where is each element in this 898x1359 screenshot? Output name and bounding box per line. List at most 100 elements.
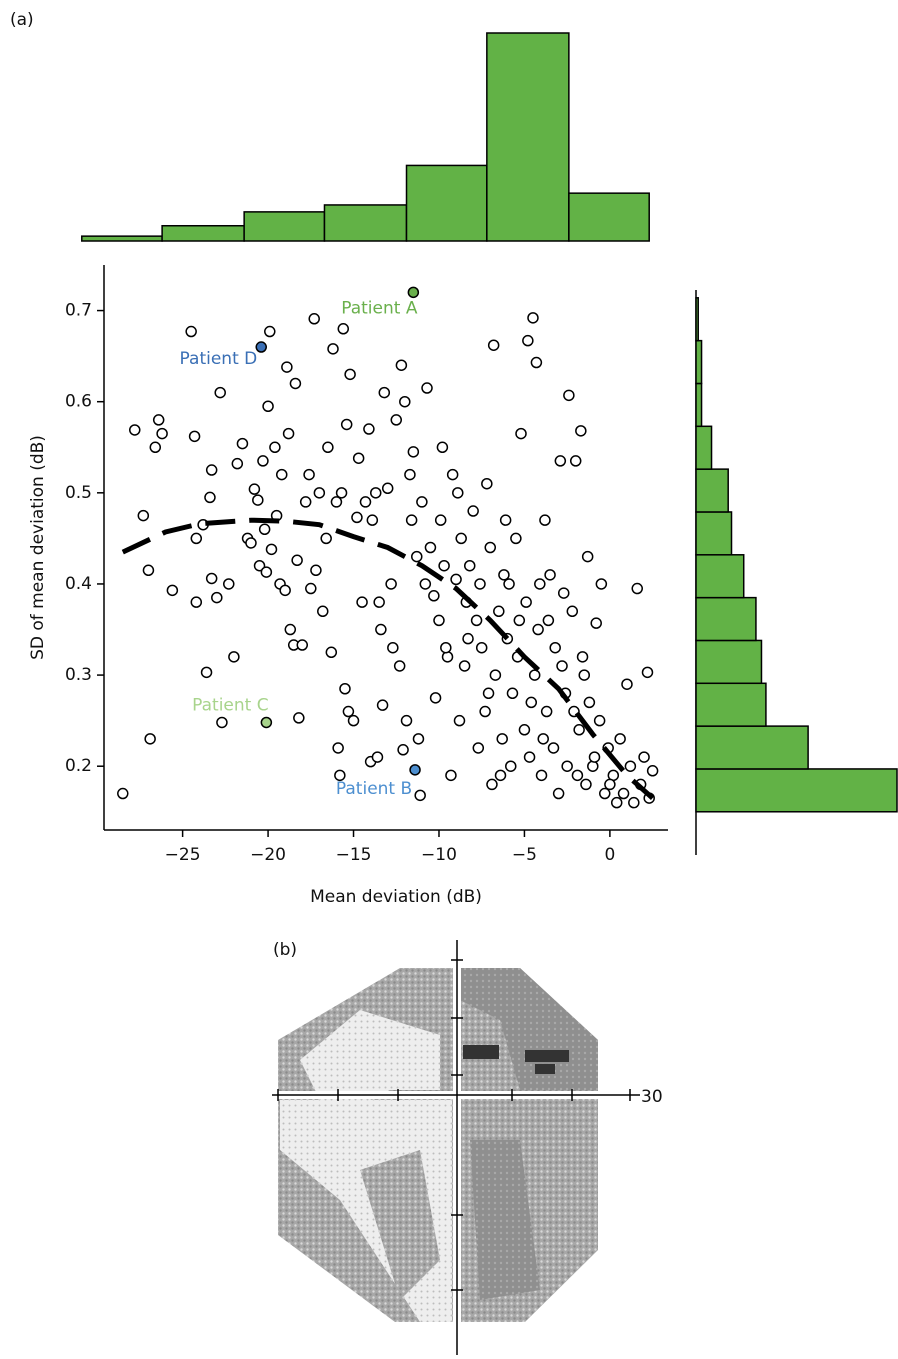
data-point xyxy=(246,538,256,548)
patient-label: Patient B xyxy=(336,779,412,799)
data-point xyxy=(323,442,333,452)
data-point xyxy=(632,584,642,594)
data-point xyxy=(130,425,140,435)
data-point xyxy=(543,615,553,625)
data-point xyxy=(454,716,464,726)
data-point xyxy=(605,779,615,789)
histogram-bar xyxy=(696,683,766,726)
data-point xyxy=(280,585,290,595)
data-point xyxy=(581,779,591,789)
data-point xyxy=(584,697,594,707)
data-point xyxy=(118,789,128,799)
data-point xyxy=(567,606,577,616)
data-point xyxy=(265,327,275,337)
data-point xyxy=(456,533,466,543)
histogram-bar xyxy=(696,598,756,641)
histogram-bar xyxy=(696,383,702,426)
data-point xyxy=(629,798,639,808)
data-point xyxy=(292,555,302,565)
data-point xyxy=(535,579,545,589)
data-point xyxy=(648,766,658,776)
data-point xyxy=(537,770,547,780)
data-point xyxy=(364,424,374,434)
data-point xyxy=(191,597,201,607)
data-point xyxy=(446,770,456,780)
data-point xyxy=(232,459,242,469)
data-point xyxy=(431,693,441,703)
histogram-bar xyxy=(162,226,244,241)
data-point xyxy=(494,606,504,616)
data-point xyxy=(574,725,584,735)
data-point xyxy=(354,453,364,463)
data-point xyxy=(294,713,304,723)
data-point xyxy=(506,761,516,771)
data-point xyxy=(516,429,526,439)
figure: (a) (b) 30 −25−20−15−10−500.20.30.40.50.… xyxy=(0,0,898,1355)
data-point xyxy=(202,667,212,677)
data-point xyxy=(190,431,200,441)
data-point xyxy=(511,533,521,543)
histogram-bar xyxy=(569,193,649,241)
histogram-bar xyxy=(244,212,324,241)
histogram-bar xyxy=(696,769,897,812)
data-point xyxy=(525,752,535,762)
y-tick-label: 0.6 xyxy=(65,392,92,412)
data-point xyxy=(207,465,217,475)
histogram-bar xyxy=(82,236,162,241)
data-point xyxy=(145,734,155,744)
data-point xyxy=(434,615,444,625)
y-tick-label: 0.2 xyxy=(65,756,92,776)
data-point xyxy=(482,479,492,489)
trend-line xyxy=(123,520,653,798)
data-point xyxy=(285,625,295,635)
data-point xyxy=(376,625,386,635)
x-tick-label: −10 xyxy=(421,845,457,865)
data-point xyxy=(207,573,217,583)
data-point xyxy=(615,734,625,744)
data-point xyxy=(612,798,622,808)
data-point xyxy=(514,615,524,625)
data-point xyxy=(157,429,167,439)
histogram-bar xyxy=(696,426,712,469)
data-point xyxy=(150,442,160,452)
data-point xyxy=(437,442,447,452)
data-point xyxy=(260,524,270,534)
data-point xyxy=(261,567,271,577)
data-point xyxy=(388,643,398,653)
data-point xyxy=(463,634,473,644)
data-point xyxy=(333,743,343,753)
x-tick-label: 0 xyxy=(604,845,615,865)
x-axis-label: Mean deviation (dB) xyxy=(310,887,482,907)
y-tick-label: 0.4 xyxy=(65,574,92,594)
data-point xyxy=(391,415,401,425)
data-point xyxy=(352,512,362,522)
data-point xyxy=(540,515,550,525)
data-point xyxy=(304,470,314,480)
data-point xyxy=(583,552,593,562)
data-point xyxy=(367,515,377,525)
data-point xyxy=(622,679,632,689)
data-point xyxy=(451,574,461,584)
data-point xyxy=(396,360,406,370)
data-point xyxy=(468,506,478,516)
data-point xyxy=(284,429,294,439)
data-point xyxy=(415,790,425,800)
data-point xyxy=(343,707,353,717)
data-point xyxy=(533,625,543,635)
data-point xyxy=(337,488,347,498)
data-point xyxy=(480,707,490,717)
data-point xyxy=(398,745,408,755)
data-point xyxy=(484,688,494,698)
data-point xyxy=(453,488,463,498)
data-point xyxy=(357,597,367,607)
data-point xyxy=(501,515,511,525)
data-point xyxy=(297,640,307,650)
data-point xyxy=(215,388,225,398)
data-point xyxy=(311,565,321,575)
data-point xyxy=(224,579,234,589)
data-point xyxy=(407,515,417,525)
data-point xyxy=(557,661,567,671)
data-point xyxy=(499,570,509,580)
data-point xyxy=(579,670,589,680)
histogram-bar xyxy=(696,469,728,512)
